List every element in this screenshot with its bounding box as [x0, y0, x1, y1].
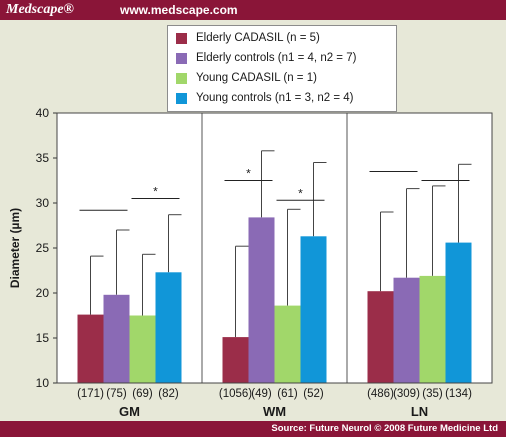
plot-border [56, 112, 493, 384]
bar-gm-0 [77, 314, 104, 383]
legend-swatch [176, 72, 187, 84]
header-bar: Medscape® www.medscape.com [0, 0, 506, 20]
bar-wm-2 [274, 305, 301, 383]
source-credit: Source: Future Neurol © 2008 Future Medi… [271, 423, 498, 434]
bar-gm-3 [155, 272, 182, 383]
bar-wm-0 [222, 337, 249, 383]
group-label-wm: WM [263, 404, 286, 419]
y-tick-label: 30 [36, 196, 50, 210]
bar-gm-2 [129, 315, 156, 383]
sample-count-label: (61) [277, 388, 298, 400]
legend-item: Elderly CADASIL (n = 5) [176, 30, 320, 46]
y-tick-label: 40 [36, 106, 50, 120]
y-tick-label: 10 [36, 376, 50, 390]
significance-marker: * [298, 186, 303, 200]
legend-label: Elderly CADASIL (n = 5) [196, 32, 320, 44]
legend-item: Elderly controls (n1 = 4, n2 = 7) [176, 50, 356, 66]
sample-count-label: (52) [303, 388, 324, 400]
site-url[interactable]: www.medscape.com [120, 3, 238, 17]
bar-ln-1 [393, 277, 420, 383]
legend-item: Young controls (n1 = 3, n2 = 4) [176, 90, 354, 106]
legend-swatch [176, 52, 187, 64]
group-label-gm: GM [119, 404, 140, 419]
sample-count-label: (309) [393, 388, 420, 400]
y-tick-label: 25 [36, 241, 50, 255]
legend-swatch [176, 32, 187, 44]
legend-swatch [176, 92, 187, 104]
sample-count-label: (134) [445, 388, 472, 400]
bar-ln-3 [445, 242, 472, 383]
y-tick-label: 35 [36, 151, 50, 165]
legend-item: Young CADASIL (n = 1) [176, 70, 317, 86]
bar-gm-1 [103, 294, 130, 383]
sample-count-label: (171) [77, 388, 104, 400]
sample-count-label: (1056) [219, 388, 252, 400]
sample-count-label: (69) [132, 388, 153, 400]
chart-legend: Elderly CADASIL (n = 5) Elderly controls … [167, 25, 397, 112]
y-tick-label: 15 [36, 331, 50, 345]
y-axis-label: Diameter (µm) [8, 208, 22, 288]
group-label-ln: LN [411, 404, 428, 419]
sample-count-label: (486) [367, 388, 394, 400]
significance-marker: * [246, 167, 251, 181]
significance-marker: * [153, 185, 158, 199]
sample-count-label: (75) [106, 388, 127, 400]
sample-count-label: (35) [422, 388, 443, 400]
bar-ln-0 [367, 291, 394, 383]
legend-label: Young CADASIL (n = 1) [196, 72, 317, 84]
bar-wm-3 [300, 236, 327, 383]
y-tick-label: 20 [36, 286, 50, 300]
footer-bar: Source: Future Neurol © 2008 Future Medi… [0, 421, 506, 437]
sample-count-label: (49) [251, 388, 272, 400]
medscape-logo[interactable]: Medscape® [6, 2, 74, 17]
bar-wm-1 [248, 217, 275, 383]
legend-label: Elderly controls (n1 = 4, n2 = 7) [196, 52, 357, 64]
sample-count-label: (82) [158, 388, 179, 400]
bar-ln-2 [419, 275, 446, 383]
legend-label: Young controls (n1 = 3, n2 = 4) [196, 92, 354, 104]
